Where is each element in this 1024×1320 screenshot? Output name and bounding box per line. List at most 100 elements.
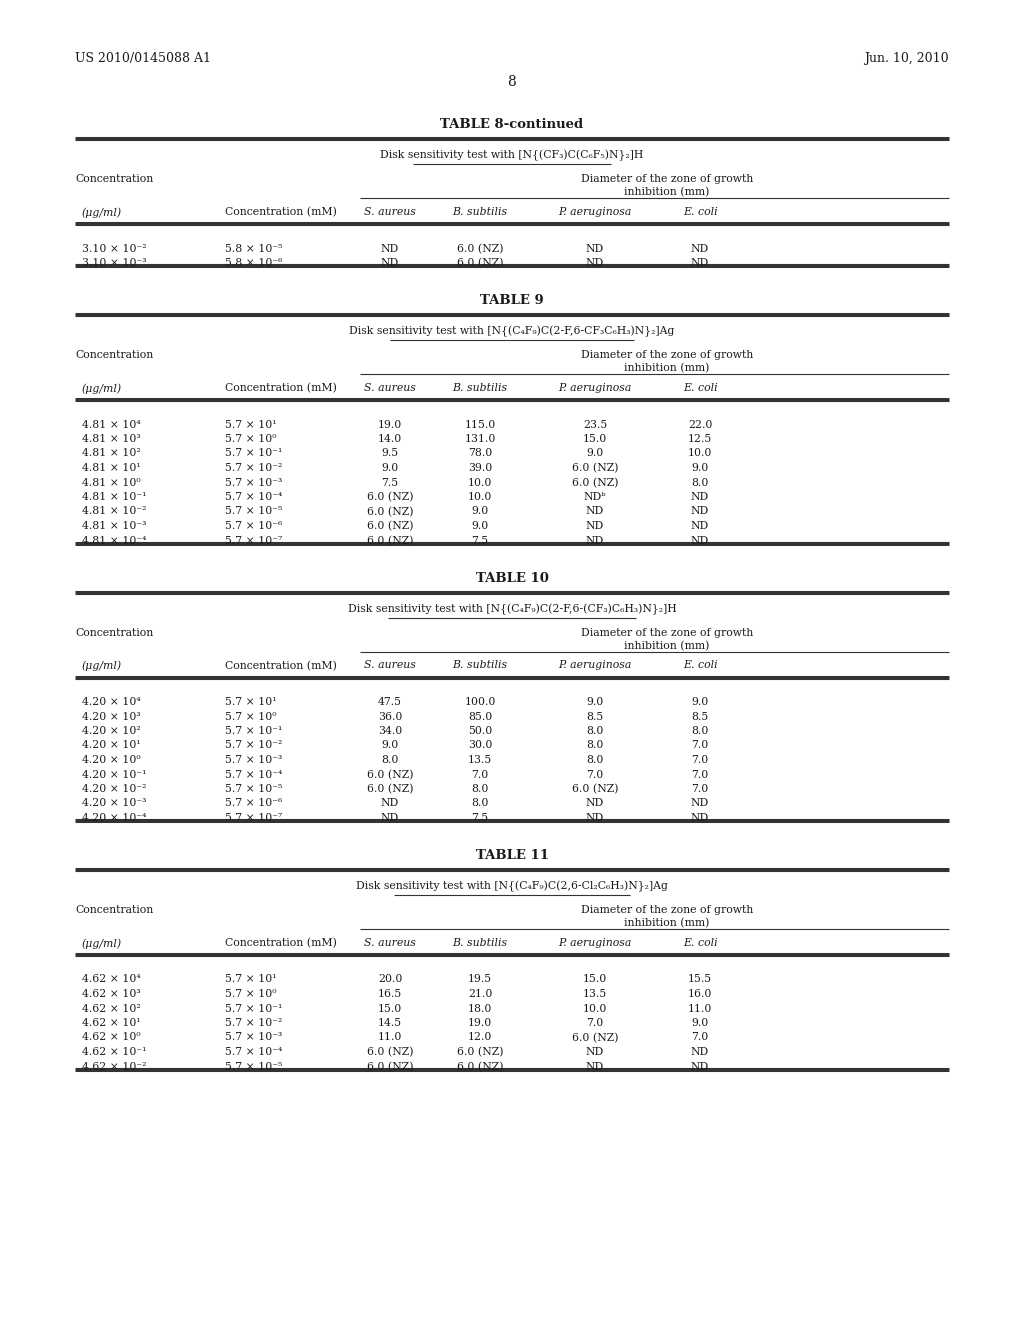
Text: 5.7 × 10⁻⁷: 5.7 × 10⁻⁷ bbox=[225, 536, 283, 545]
Text: (μg/ml): (μg/ml) bbox=[82, 383, 122, 393]
Text: 7.0: 7.0 bbox=[587, 1018, 603, 1028]
Text: 6.0 (NZ): 6.0 (NZ) bbox=[571, 784, 618, 795]
Text: (μg/ml): (μg/ml) bbox=[82, 660, 122, 671]
Text: 20.0: 20.0 bbox=[378, 974, 402, 985]
Text: 5.7 × 10⁰: 5.7 × 10⁰ bbox=[225, 711, 276, 722]
Text: 4.81 × 10⁰: 4.81 × 10⁰ bbox=[82, 478, 140, 487]
Text: Diameter of the zone of growth: Diameter of the zone of growth bbox=[581, 627, 753, 638]
Text: Jun. 10, 2010: Jun. 10, 2010 bbox=[864, 51, 949, 65]
Text: 10.0: 10.0 bbox=[583, 1003, 607, 1014]
Text: 5.7 × 10⁻²: 5.7 × 10⁻² bbox=[225, 741, 283, 751]
Text: 9.0: 9.0 bbox=[471, 521, 488, 531]
Text: 5.7 × 10¹: 5.7 × 10¹ bbox=[225, 974, 276, 985]
Text: S. aureus: S. aureus bbox=[365, 660, 416, 671]
Text: 4.62 × 10³: 4.62 × 10³ bbox=[82, 989, 140, 999]
Text: 18.0: 18.0 bbox=[468, 1003, 493, 1014]
Text: 5.7 × 10⁻²: 5.7 × 10⁻² bbox=[225, 463, 283, 473]
Text: Concentration (mM): Concentration (mM) bbox=[225, 207, 337, 218]
Text: 12.0: 12.0 bbox=[468, 1032, 493, 1043]
Text: 5.7 × 10⁻⁵: 5.7 × 10⁻⁵ bbox=[225, 1061, 283, 1072]
Text: Disk sensitivity test with [N{(CF₃)C(C₆F₅)N}₂]H: Disk sensitivity test with [N{(CF₃)C(C₆F… bbox=[380, 150, 644, 161]
Text: 4.20 × 10¹: 4.20 × 10¹ bbox=[82, 741, 140, 751]
Text: 14.5: 14.5 bbox=[378, 1018, 402, 1028]
Text: 8.5: 8.5 bbox=[691, 711, 709, 722]
Text: 4.20 × 10⁻⁴: 4.20 × 10⁻⁴ bbox=[82, 813, 146, 822]
Text: 19.0: 19.0 bbox=[378, 420, 402, 429]
Text: 19.5: 19.5 bbox=[468, 974, 493, 985]
Text: inhibition (mm): inhibition (mm) bbox=[625, 917, 710, 928]
Text: 10.0: 10.0 bbox=[468, 492, 493, 502]
Text: Concentration (mM): Concentration (mM) bbox=[225, 383, 337, 393]
Text: 6.0 (NZ): 6.0 (NZ) bbox=[457, 257, 503, 268]
Text: TABLE 10: TABLE 10 bbox=[475, 572, 549, 585]
Text: 85.0: 85.0 bbox=[468, 711, 493, 722]
Text: Concentration: Concentration bbox=[75, 906, 154, 915]
Text: 8.0: 8.0 bbox=[691, 726, 709, 737]
Text: NDᵇ: NDᵇ bbox=[584, 492, 606, 502]
Text: 8: 8 bbox=[508, 75, 516, 88]
Text: ND: ND bbox=[586, 1061, 604, 1072]
Text: 8.0: 8.0 bbox=[691, 478, 709, 487]
Text: 10.0: 10.0 bbox=[468, 478, 493, 487]
Text: 9.0: 9.0 bbox=[691, 1018, 709, 1028]
Text: 9.0: 9.0 bbox=[381, 741, 398, 751]
Text: 5.8 × 10⁻⁵: 5.8 × 10⁻⁵ bbox=[225, 243, 283, 253]
Text: 4.20 × 10³: 4.20 × 10³ bbox=[82, 711, 140, 722]
Text: ND: ND bbox=[691, 492, 710, 502]
Text: 9.0: 9.0 bbox=[587, 697, 603, 708]
Text: 50.0: 50.0 bbox=[468, 726, 493, 737]
Text: 8.0: 8.0 bbox=[471, 784, 488, 795]
Text: 9.0: 9.0 bbox=[691, 463, 709, 473]
Text: Concentration (mM): Concentration (mM) bbox=[225, 939, 337, 948]
Text: 5.7 × 10⁻²: 5.7 × 10⁻² bbox=[225, 1018, 283, 1028]
Text: 6.0 (NZ): 6.0 (NZ) bbox=[367, 784, 414, 795]
Text: ND: ND bbox=[586, 799, 604, 808]
Text: 4.81 × 10³: 4.81 × 10³ bbox=[82, 434, 140, 444]
Text: 13.5: 13.5 bbox=[583, 989, 607, 999]
Text: ND: ND bbox=[691, 243, 710, 253]
Text: 6.0 (NZ): 6.0 (NZ) bbox=[457, 1061, 503, 1072]
Text: Concentration: Concentration bbox=[75, 627, 154, 638]
Text: 6.0 (NZ): 6.0 (NZ) bbox=[571, 1032, 618, 1043]
Text: 5.7 × 10⁻⁶: 5.7 × 10⁻⁶ bbox=[225, 521, 283, 531]
Text: 8.5: 8.5 bbox=[587, 711, 603, 722]
Text: 7.0: 7.0 bbox=[691, 741, 709, 751]
Text: 3.10 × 10⁻²: 3.10 × 10⁻² bbox=[82, 243, 146, 253]
Text: 5.7 × 10⁻³: 5.7 × 10⁻³ bbox=[225, 478, 283, 487]
Text: ND: ND bbox=[691, 536, 710, 545]
Text: 4.81 × 10¹: 4.81 × 10¹ bbox=[82, 463, 140, 473]
Text: 7.0: 7.0 bbox=[587, 770, 603, 780]
Text: 4.81 × 10⁻¹: 4.81 × 10⁻¹ bbox=[82, 492, 146, 502]
Text: TABLE 11: TABLE 11 bbox=[475, 849, 549, 862]
Text: ND: ND bbox=[691, 1061, 710, 1072]
Text: ND: ND bbox=[381, 799, 399, 808]
Text: ND: ND bbox=[381, 813, 399, 822]
Text: 8.0: 8.0 bbox=[587, 741, 604, 751]
Text: US 2010/0145088 A1: US 2010/0145088 A1 bbox=[75, 51, 211, 65]
Text: 4.81 × 10⁻⁴: 4.81 × 10⁻⁴ bbox=[82, 536, 146, 545]
Text: 6.0 (NZ): 6.0 (NZ) bbox=[457, 243, 503, 253]
Text: 3.10 × 10⁻³: 3.10 × 10⁻³ bbox=[82, 257, 146, 268]
Text: 9.0: 9.0 bbox=[471, 507, 488, 516]
Text: 6.0 (NZ): 6.0 (NZ) bbox=[457, 1047, 503, 1057]
Text: 4.20 × 10⁻¹: 4.20 × 10⁻¹ bbox=[82, 770, 146, 780]
Text: 15.0: 15.0 bbox=[583, 974, 607, 985]
Text: 5.7 × 10⁻¹: 5.7 × 10⁻¹ bbox=[225, 449, 283, 458]
Text: ND: ND bbox=[586, 521, 604, 531]
Text: 8.0: 8.0 bbox=[471, 799, 488, 808]
Text: 5.7 × 10⁻⁵: 5.7 × 10⁻⁵ bbox=[225, 784, 283, 795]
Text: 4.20 × 10⁻³: 4.20 × 10⁻³ bbox=[82, 799, 146, 808]
Text: S. aureus: S. aureus bbox=[365, 939, 416, 948]
Text: 16.0: 16.0 bbox=[688, 989, 712, 999]
Text: 7.0: 7.0 bbox=[471, 770, 488, 780]
Text: ND: ND bbox=[586, 813, 604, 822]
Text: (μg/ml): (μg/ml) bbox=[82, 939, 122, 949]
Text: 47.5: 47.5 bbox=[378, 697, 402, 708]
Text: 11.0: 11.0 bbox=[688, 1003, 712, 1014]
Text: ND: ND bbox=[691, 799, 710, 808]
Text: ND: ND bbox=[691, 257, 710, 268]
Text: 34.0: 34.0 bbox=[378, 726, 402, 737]
Text: 5.7 × 10¹: 5.7 × 10¹ bbox=[225, 420, 276, 429]
Text: 4.62 × 10²: 4.62 × 10² bbox=[82, 1003, 140, 1014]
Text: ND: ND bbox=[691, 1047, 710, 1057]
